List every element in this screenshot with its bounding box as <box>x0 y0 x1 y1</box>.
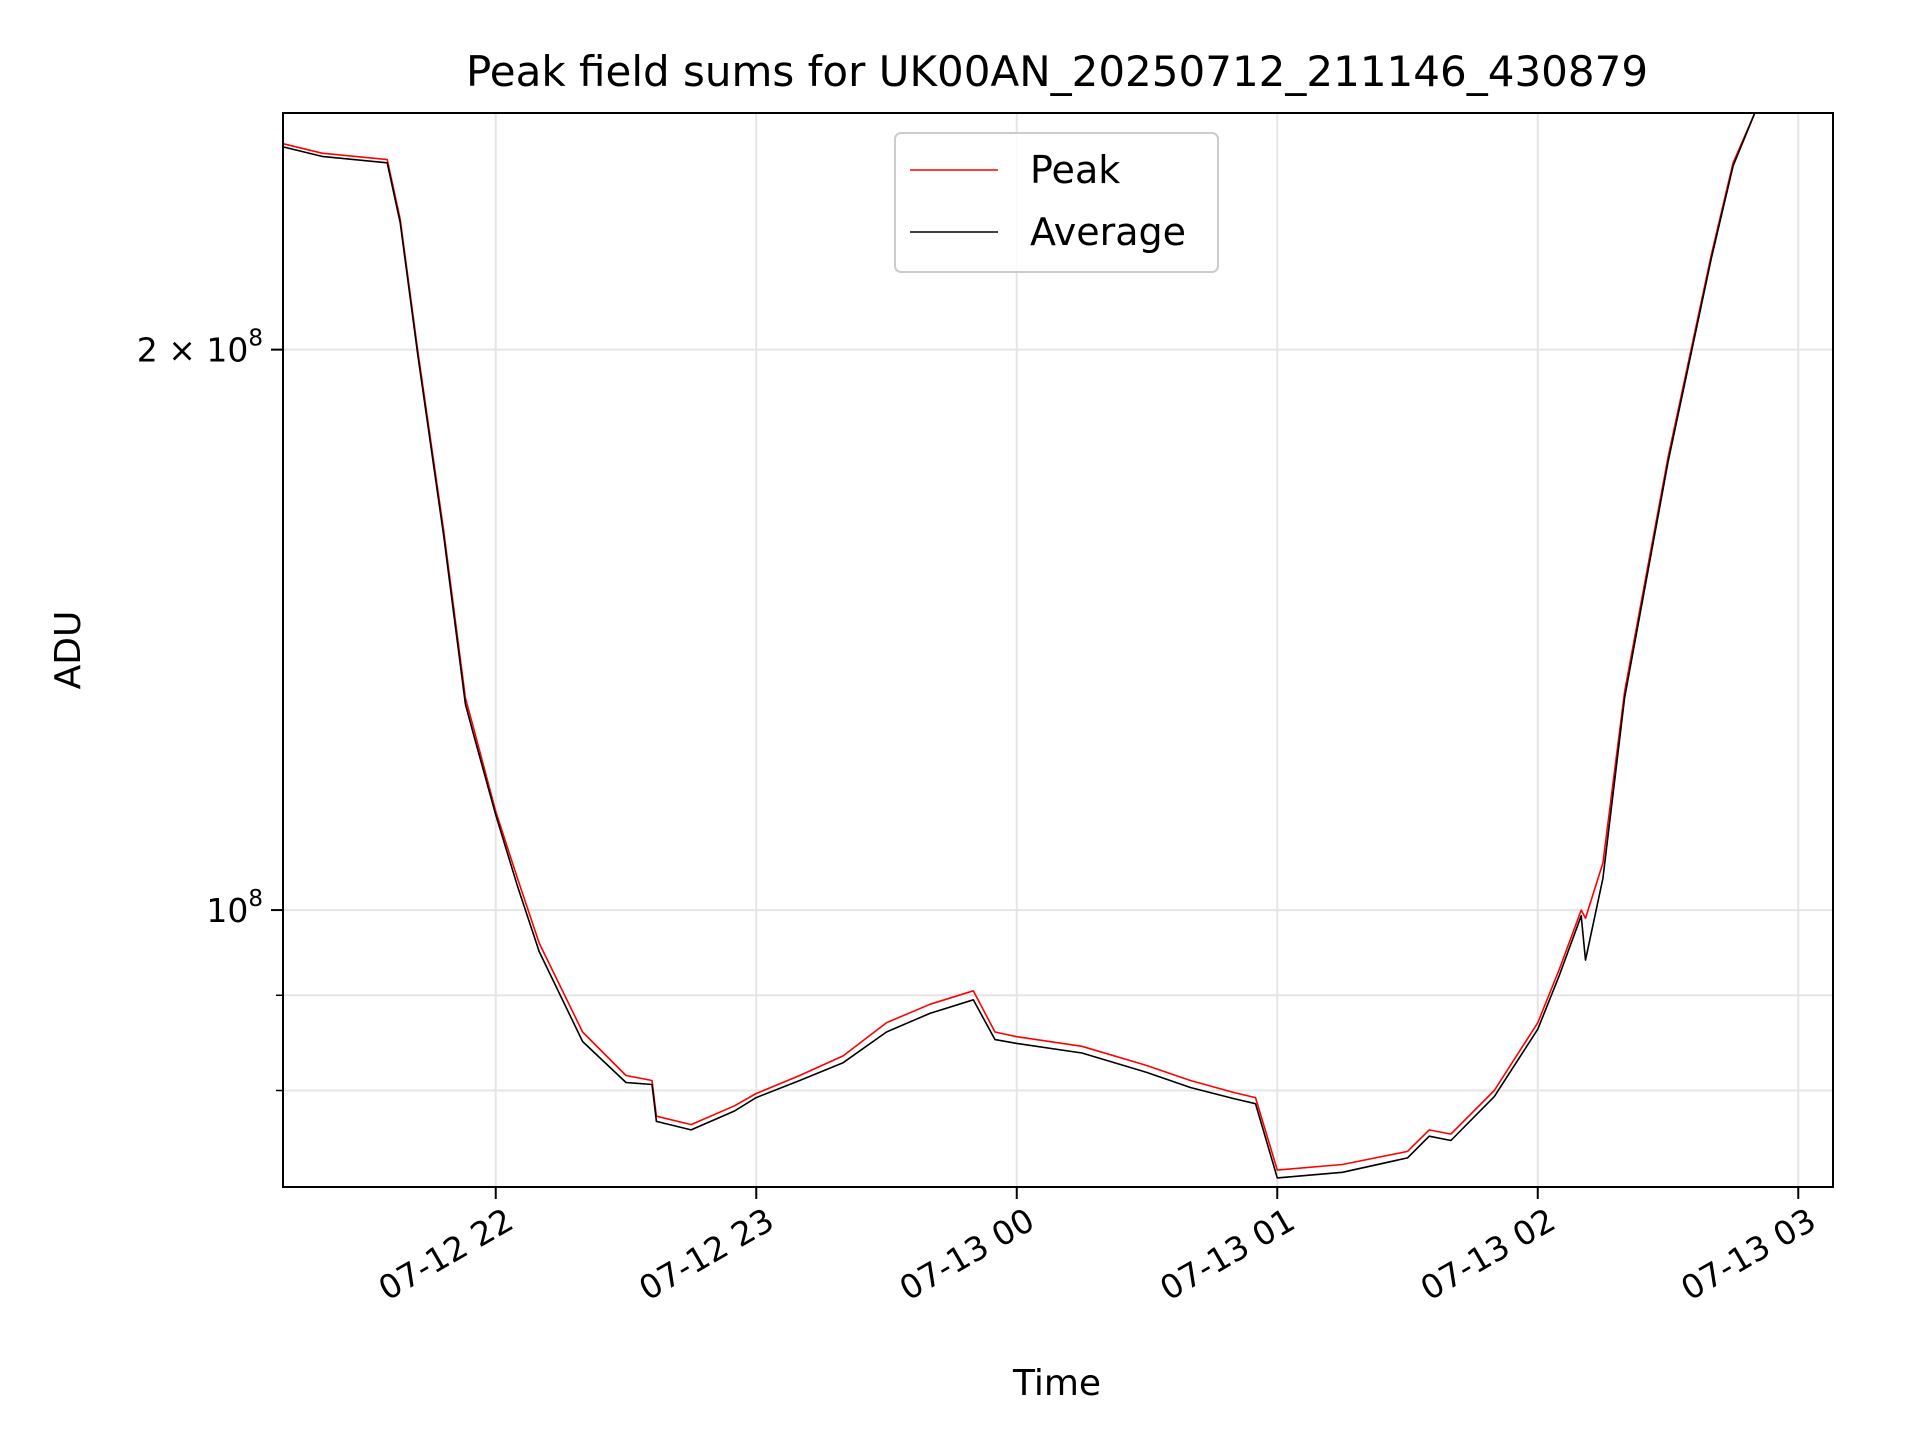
legend-label-average: Average <box>1030 210 1186 254</box>
grid <box>283 113 1833 1187</box>
plot-frame <box>282 112 1834 1188</box>
y-axis: 108 2 × 108 <box>137 326 283 1092</box>
legend: Peak Average <box>894 132 1219 273</box>
legend-label-peak: Peak <box>1030 148 1120 192</box>
y-tick-label: 108 <box>206 886 263 930</box>
series-line-average <box>282 112 1833 1179</box>
y-tick-label: 2 × 108 <box>137 326 263 370</box>
series-line-peak <box>282 112 1833 1171</box>
legend-box <box>894 132 1219 273</box>
chart-title: Peak field sums for UK00AN_20250712_2111… <box>466 47 1648 96</box>
y-axis-label: ADU <box>48 611 89 690</box>
x-axis-label: Time <box>1012 1363 1101 1404</box>
series-layer <box>282 112 1833 1179</box>
